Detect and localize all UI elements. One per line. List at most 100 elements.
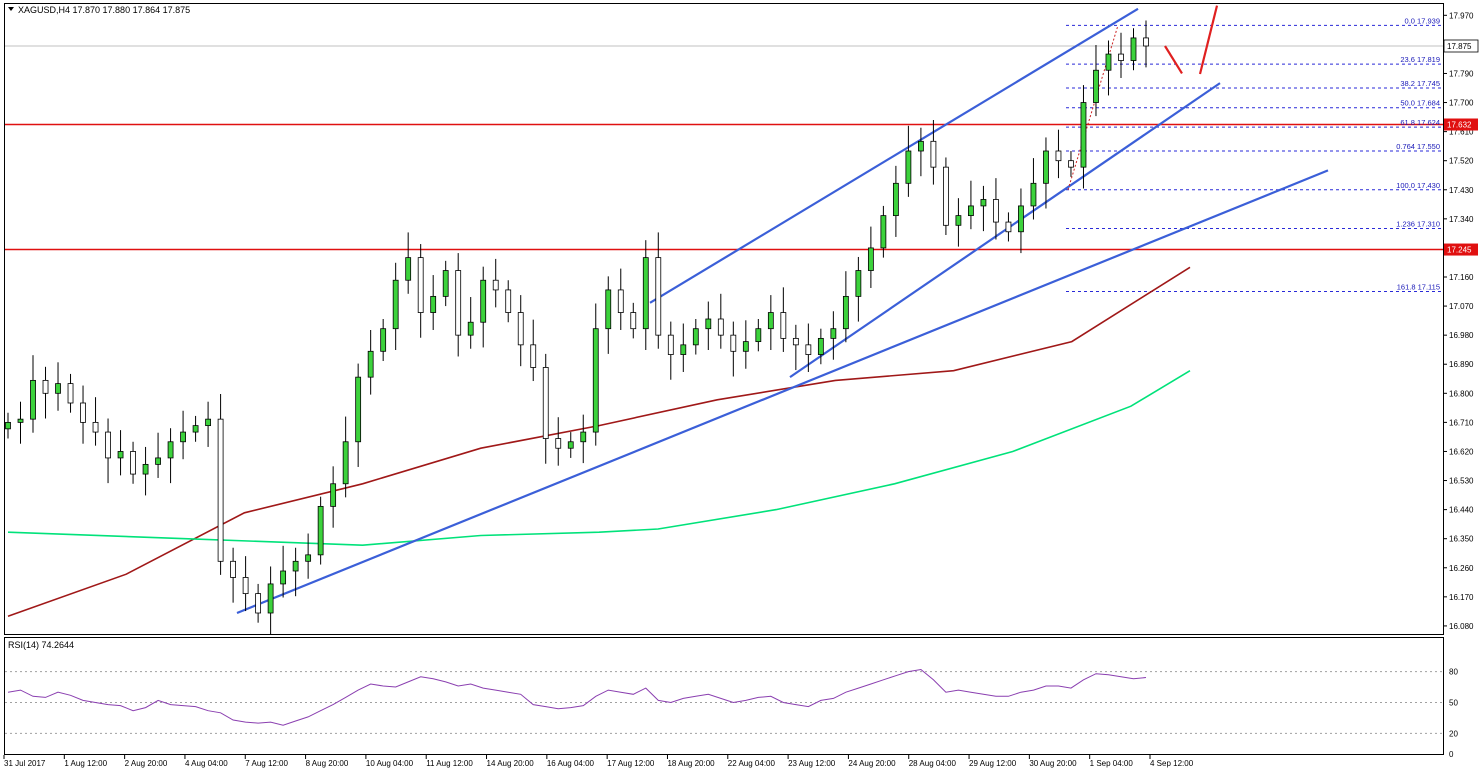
candle-bull [1105,53,1112,71]
time-tick-label: 1 Sep 04:00 [1090,759,1134,768]
candle-bull [1030,182,1037,207]
candle-bear [417,257,424,313]
candle-bear [805,344,812,355]
candle-bull [367,350,374,378]
candle-bull [880,215,887,249]
candle-bull [142,463,149,475]
candle-bull [1018,205,1024,233]
candle-bull [30,379,36,420]
rsi-line [7,668,1147,726]
time-tick-label: 17 Aug 12:00 [607,759,655,768]
candle-bull [355,376,362,443]
candle-bull [192,425,199,433]
candle-bear [67,383,74,404]
candle-bull [17,418,24,423]
candle-bull [1043,150,1049,184]
fib-level-label: 100.0 17.430 [1396,181,1440,190]
candle-bull [955,215,962,226]
candle-bull [405,257,412,281]
candle-bull [392,279,399,330]
price-tick-label: 16.800 [1449,389,1474,398]
time-tick-label: 29 Aug 12:00 [969,759,1017,768]
resistance-price-label: 17.632 [1447,121,1472,130]
candle-bull [342,441,349,485]
price-tick-label: 16.170 [1449,593,1474,602]
candle-bear [1055,150,1062,162]
candle-bull [567,441,574,449]
time-tick-label: 24 Aug 20:00 [848,759,896,768]
candle-bull [1093,69,1099,103]
time-tick-label: 16 Aug 04:00 [547,759,595,768]
candle-bull [742,341,749,352]
current-price-badge [1443,39,1479,53]
rsi-title: RSI(14) 74.2644 [8,640,74,650]
price-tick-label: 17.430 [1449,186,1474,195]
candle-bear [730,334,737,352]
candle-bull [442,270,449,297]
projection-arrow-up [1198,5,1219,75]
fib-level-label: 0.0 17.939 [1405,16,1440,25]
time-tick-label: 1 Aug 12:00 [64,759,107,768]
candle-bull [905,150,912,184]
candle-bear [717,318,724,336]
candle-bear [255,593,262,614]
candle-bull [918,140,924,152]
candle-bull [380,328,387,352]
time-tick-label: 14 Aug 20:00 [487,759,535,768]
candle-bull [980,199,987,207]
rsi-tick-label: 50 [1449,699,1458,708]
candle-bear [217,418,224,562]
moving-average-line [7,266,1191,617]
candle-bull [267,583,274,614]
candle-bear [1005,221,1012,233]
candle-bear [555,438,562,449]
candle-bull [292,560,299,572]
candle-bull [480,279,487,323]
time-tick-label: 30 Aug 20:00 [1029,759,1077,768]
candle-bear [42,379,49,394]
moving-average-line [7,370,1191,547]
resistance-price-label: 17.245 [1447,246,1472,255]
candle-bull [205,418,211,427]
candle-bear [667,334,674,355]
rsi-tick-label: 80 [1449,668,1458,677]
fib-level-label: 0.764 17.550 [1396,142,1440,151]
price-tick-label: 17.160 [1449,273,1474,282]
candle-bear [517,312,524,346]
time-tick-label: 31 Jul 2017 [4,759,46,768]
candle-bull [317,505,324,556]
time-tick-label: 7 Aug 12:00 [245,759,288,768]
candle-bear [542,367,549,439]
candle-bull [330,483,337,507]
rsi-tick-label: 0 [1449,750,1454,759]
time-tick-label: 28 Aug 04:00 [909,759,957,768]
price-tick-label: 17.700 [1449,99,1474,108]
candle-bull [755,328,762,343]
candle-bear [242,577,249,595]
time-tick-label: 4 Sep 12:00 [1150,759,1194,768]
candle-bear [1068,160,1074,168]
candle-bull [430,295,437,313]
time-tick-label: 23 Aug 12:00 [788,759,836,768]
time-tick-label: 2 Aug 20:00 [125,759,168,768]
price-tick-label: 16.620 [1449,447,1474,456]
price-tick-label: 16.530 [1449,477,1474,486]
candle-bull [692,328,699,346]
chart-title: XAGUSD,H4 17.870 17.880 17.864 17.875 [18,5,190,15]
candle-bear [130,451,136,475]
trend-line [649,7,1139,304]
price-tick-label: 16.350 [1449,535,1474,544]
resistance-price-badge [1444,243,1478,256]
candle-bear [943,166,949,226]
time-tick-label: 8 Aug 20:00 [306,759,349,768]
candle-bear [455,270,462,336]
candle-bull [305,554,312,562]
candle-bull [705,318,712,330]
candle-bear [492,279,499,291]
price-tick-label: 17.070 [1449,302,1474,311]
candle-bull [280,570,287,585]
price-tick-label: 17.520 [1449,157,1474,166]
candle-bull [467,321,474,336]
time-tick-label: 10 Aug 04:00 [366,759,414,768]
